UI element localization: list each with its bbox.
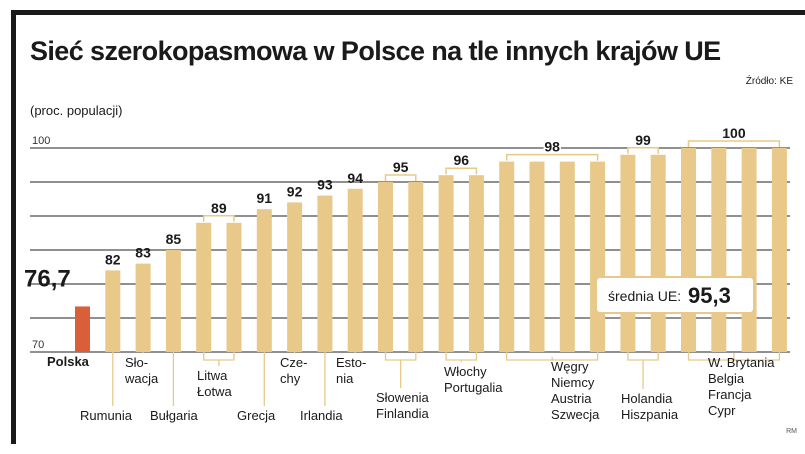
value-label: 99: [635, 132, 651, 148]
country-label: Sło-: [125, 355, 148, 370]
value-label: 98: [544, 139, 560, 155]
bar: [438, 175, 454, 352]
y-tick-label: 100: [32, 135, 50, 147]
value-label: 96: [453, 152, 469, 168]
country-label: Słowenia: [376, 390, 430, 405]
country-label: Hiszpania: [621, 407, 679, 422]
bar: [226, 222, 242, 352]
label-bracket: [445, 352, 478, 361]
bar: [287, 202, 303, 352]
country-label: Finlandia: [376, 406, 430, 421]
label-bracket: [203, 352, 235, 361]
value-label: 94: [347, 170, 363, 186]
value-bracket: [384, 174, 417, 181]
bar: [105, 270, 121, 352]
value-label: 89: [211, 200, 227, 216]
bar: [529, 161, 545, 352]
label-bracket: [384, 352, 417, 361]
bar: [317, 195, 333, 352]
country-label: wacja: [124, 371, 159, 386]
country-label: Polska: [47, 354, 90, 369]
bar: [75, 306, 90, 352]
bar: [499, 161, 515, 352]
bar: [620, 154, 636, 352]
country-label: nia: [336, 371, 354, 386]
y-tick-label: 70: [32, 339, 44, 351]
bar: [408, 182, 424, 352]
value-label: 82: [105, 251, 121, 267]
country-label: chy: [280, 371, 301, 386]
bar: [741, 148, 757, 352]
value-label: 95: [393, 159, 409, 175]
country-label: Portugalia: [444, 380, 503, 395]
value-label: 83: [135, 245, 151, 261]
country-label: Szwecja: [551, 407, 600, 422]
bar: [771, 148, 787, 352]
logo-mark: RM: [786, 428, 797, 435]
bar: [256, 209, 272, 352]
average-box: [595, 276, 755, 314]
country-label: Litwa: [197, 368, 228, 383]
source-note: Źródło: KE: [745, 76, 793, 87]
bar: [711, 148, 727, 352]
value-bracket: [505, 153, 599, 161]
chart-title: Sieć szerokopasmowa w Polsce na tle inny…: [30, 36, 721, 66]
country-label: Francja: [708, 387, 752, 402]
average-label: średnia UE:: [608, 288, 681, 304]
bar: [681, 148, 696, 352]
label-bracket: [627, 352, 659, 361]
left-rule: [11, 10, 16, 444]
average-value: 95,3: [688, 283, 731, 308]
bar: [650, 154, 666, 352]
country-label: Cze-: [280, 355, 307, 370]
country-label: Niemcy: [551, 375, 595, 390]
value-label: 85: [166, 231, 182, 247]
country-label: Esto-: [336, 355, 366, 370]
value-label: 100: [722, 125, 746, 141]
value-label: 92: [287, 183, 303, 199]
value-label: 93: [317, 177, 333, 193]
country-label: Holandia: [621, 391, 673, 406]
bar: [165, 250, 181, 352]
value-bracket: [687, 140, 781, 147]
country-label: Rumunia: [80, 408, 133, 423]
bar: [347, 188, 363, 352]
country-label: Węgry: [551, 359, 589, 374]
top-rule: [11, 10, 805, 15]
country-label: Belgia: [708, 371, 745, 386]
bar: [590, 161, 606, 352]
bar: [468, 175, 484, 352]
country-label: Łotwa: [197, 384, 232, 399]
bar: [135, 263, 151, 352]
country-label: Austria: [551, 391, 592, 406]
bar: [559, 161, 575, 352]
unit-label: (proc. populacji): [30, 103, 123, 118]
country-label: Grecja: [237, 408, 276, 423]
country-label: Bułgaria: [150, 408, 198, 423]
country-label: Włochy: [444, 364, 487, 379]
value-bracket: [445, 167, 478, 175]
country-label: Cypr: [708, 403, 736, 418]
country-label: Irlandia: [300, 408, 343, 423]
value-bracket: [627, 147, 659, 154]
value-bracket: [202, 215, 235, 222]
value-label: 91: [257, 190, 273, 206]
value-label: 76,7: [24, 265, 71, 292]
bar: [196, 222, 212, 352]
country-label: W. Brytania: [708, 355, 775, 370]
bar: [378, 182, 393, 352]
